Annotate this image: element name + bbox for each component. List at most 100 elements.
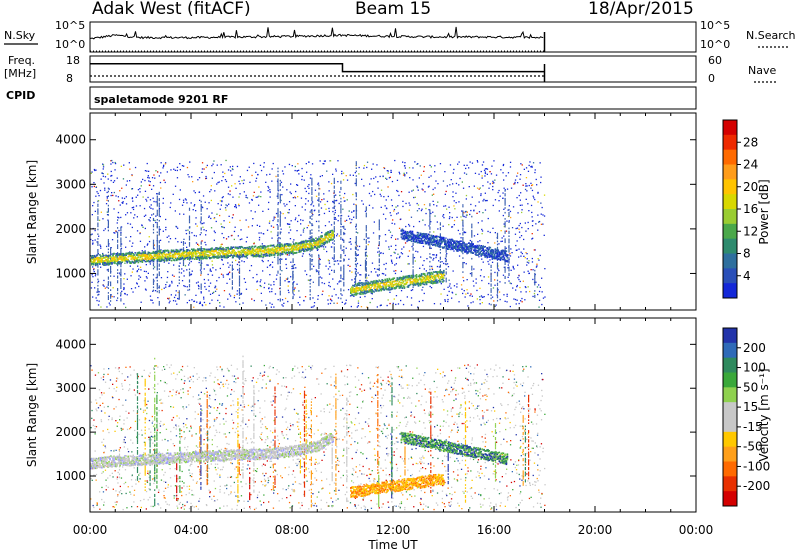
scatter-point (110, 294, 111, 296)
scatter-point (513, 298, 514, 299)
scatter-point (356, 163, 357, 165)
scatter-point (310, 178, 311, 179)
scatter-point (150, 181, 151, 182)
scatter-point (366, 216, 367, 218)
scatter-point (386, 263, 387, 264)
scatter-point (359, 167, 360, 168)
scatter-point (236, 207, 237, 208)
scatter-point (135, 167, 136, 168)
scatter-point (311, 254, 312, 256)
scatter-point (328, 208, 329, 209)
scatter-point (391, 199, 392, 200)
scatter-point (231, 235, 232, 236)
scatter-point (356, 244, 357, 246)
scatter-point (303, 231, 304, 232)
scatter-point (440, 224, 441, 226)
scatter-point (441, 261, 442, 262)
scatter-point (356, 183, 357, 185)
scatter-point (157, 283, 158, 285)
scatter-point (264, 162, 265, 163)
scatter-point (356, 249, 357, 251)
scatter-point (343, 279, 344, 281)
scatter-point (395, 206, 396, 207)
scatter-point (157, 211, 158, 213)
scatter-point (311, 197, 312, 199)
scatter-point (106, 306, 107, 307)
scatter-point (318, 267, 319, 269)
scatter-point (120, 234, 121, 236)
scatter-point (204, 279, 205, 280)
scatter-point (280, 199, 281, 201)
scatter-point (277, 211, 278, 213)
scatter-point (366, 273, 367, 275)
scatter-point (120, 252, 121, 254)
scatter-point (386, 208, 387, 209)
scatter-point (364, 239, 365, 240)
scatter-point (293, 261, 294, 263)
scatter-point (159, 304, 160, 306)
scatter-point (505, 231, 506, 233)
scatter-point (228, 169, 229, 170)
scatter-point (518, 256, 519, 257)
scatter-point (356, 264, 357, 266)
scatter-point (489, 259, 490, 260)
scatter-point (260, 279, 261, 280)
scatter-point (273, 281, 274, 282)
scatter-point (529, 273, 530, 274)
scatter-point (185, 243, 186, 244)
scatter-point (503, 215, 504, 216)
scatter-point (505, 267, 506, 269)
scatter-point (179, 297, 180, 299)
scatter-point (262, 270, 263, 271)
scatter-point (399, 257, 400, 258)
scatter-point (531, 269, 532, 270)
scatter-point (508, 264, 509, 265)
scatter-point (363, 204, 364, 205)
scatter-point (401, 191, 402, 192)
scatter-point (215, 232, 216, 233)
scatter-point (272, 304, 273, 305)
scatter-point (146, 276, 147, 277)
scatter-point (372, 298, 373, 299)
scatter-point (252, 218, 253, 219)
scatter-point (469, 295, 470, 296)
scatter-point (356, 253, 357, 255)
scatter-point (318, 205, 319, 207)
scatter-point (318, 274, 319, 276)
scatter-point (219, 181, 220, 182)
scatter-point (479, 189, 480, 190)
scatter-point (165, 227, 166, 228)
scatter-point (351, 279, 352, 280)
scatter-point (290, 262, 291, 263)
scatter-point (137, 283, 138, 284)
scatter-point (510, 306, 511, 307)
scatter-point (409, 177, 410, 178)
echo-point (170, 255, 172, 257)
scatter-point (240, 294, 241, 295)
scatter-point (120, 275, 121, 277)
scatter-point (277, 196, 278, 198)
echo-point (256, 254, 258, 256)
scatter-point (365, 277, 366, 279)
echo-point (303, 241, 305, 243)
scatter-point (413, 263, 414, 265)
scatter-point (153, 226, 154, 228)
scatter-point (142, 179, 143, 180)
scatter-point (222, 233, 223, 234)
scatter-point (159, 193, 160, 195)
scatter-point (249, 182, 250, 183)
scatter-point (108, 208, 109, 210)
scatter-point (97, 265, 98, 267)
scatter-point (411, 190, 412, 191)
scatter-point (108, 245, 109, 246)
scatter-point (269, 191, 270, 192)
scatter-point (395, 245, 396, 246)
scatter-point (110, 282, 111, 284)
scatter-point (491, 298, 492, 300)
scatter-point (450, 288, 451, 289)
scatter-point (356, 247, 357, 249)
scatter-point (310, 233, 311, 235)
scatter-point (346, 300, 347, 301)
scatter-point (159, 285, 160, 287)
echo-point (277, 250, 279, 252)
